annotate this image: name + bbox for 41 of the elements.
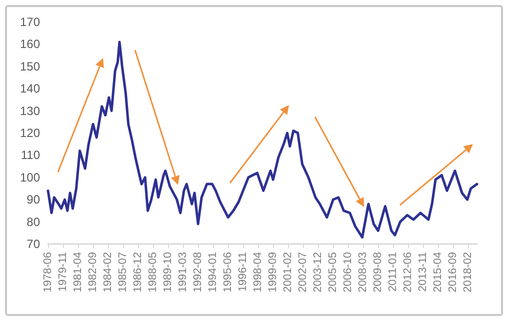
y-tick-label: 130 <box>20 104 40 118</box>
x-tick-label: 2016-09 <box>447 252 460 292</box>
x-tick-label: 2012-06 <box>402 252 414 292</box>
x-tick-label: 2011-01 <box>387 252 400 292</box>
y-tick-label: 80 <box>26 214 40 229</box>
x-tick-label: 1986-12 <box>132 252 144 292</box>
x-tick-label: 2002-07 <box>297 252 310 292</box>
x-tick-label: 2008-03 <box>357 252 370 292</box>
y-tick-label: 160 <box>20 37 40 52</box>
x-tick-label: 1985-07 <box>117 252 130 292</box>
x-tick-label: 1995-06 <box>222 252 234 292</box>
y-tick-label: 70 <box>26 237 40 251</box>
x-tick-label: 1992-08 <box>192 252 204 292</box>
x-tick-label: 1989-10 <box>162 252 174 292</box>
x-tick-label: 2003-12 <box>312 252 324 292</box>
y-tick-label: 110 <box>20 148 40 162</box>
x-tick-label: 2013-11 <box>417 252 430 292</box>
x-tick-label: 1991-03 <box>177 252 190 292</box>
x-tick-label: 2001-02 <box>282 252 294 292</box>
x-tick-label: 1988-05 <box>147 252 160 292</box>
x-tick-label: 1981-04 <box>72 252 84 292</box>
x-tick-label: 2005-05 <box>327 252 340 292</box>
x-tick-label: 2015-04 <box>432 252 444 292</box>
x-tick-label: 1978-06 <box>42 252 54 292</box>
y-tick-label: 170 <box>20 15 40 29</box>
x-tick-label: 2009-08 <box>372 252 384 292</box>
x-tick-label: 1999-09 <box>267 252 280 292</box>
x-tick-label: 1984-02 <box>102 252 114 292</box>
x-tick-label: 1982-09 <box>87 252 100 292</box>
x-tick-label: 1998-04 <box>252 252 264 292</box>
x-tick-label: 2018-02 <box>462 252 474 292</box>
x-tick-label: 2006-10 <box>342 252 354 292</box>
y-tick-label: 150 <box>20 59 40 74</box>
line-series <box>46 40 478 239</box>
x-tick-label: 1979-11 <box>57 252 70 292</box>
y-tick-label: 120 <box>20 126 40 140</box>
y-tick-label: 100 <box>20 170 40 184</box>
x-tick-label: 1994-01 <box>207 252 220 292</box>
y-tick-label: 90 <box>26 192 40 207</box>
y-tick-label: 140 <box>20 82 40 96</box>
x-tick-label: 1996-11 <box>237 252 250 292</box>
